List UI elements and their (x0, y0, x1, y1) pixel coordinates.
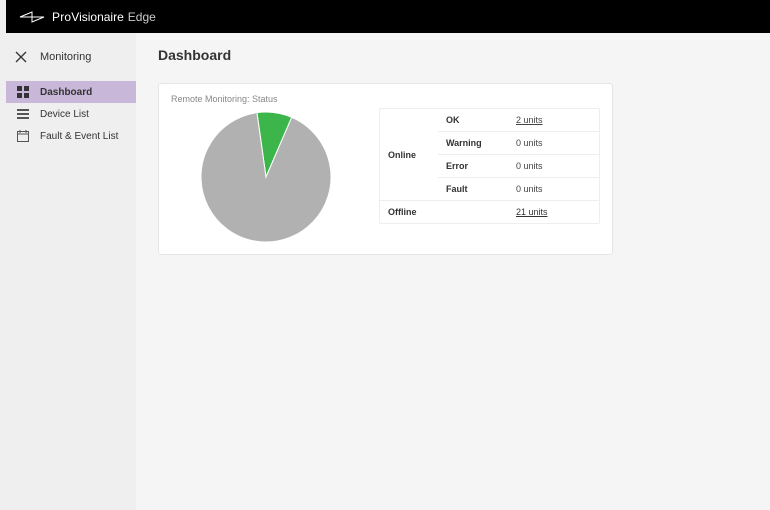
brand-logo-icon (18, 9, 46, 25)
page-title: Dashboard (136, 33, 770, 83)
brand-text-visionaire: Visionaire (71, 10, 123, 24)
calendar-icon (16, 130, 30, 142)
status-row-value: 0 units (516, 184, 591, 194)
status-pie-chart (171, 108, 361, 242)
sidebar-header: Monitoring (6, 33, 136, 81)
status-row-label: Warning (446, 138, 516, 148)
status-table: Online OK2 unitsWarning0 unitsError0 uni… (379, 108, 600, 224)
status-row-label: Fault (446, 184, 516, 194)
offline-label: Offline (388, 207, 446, 217)
list-icon (16, 108, 30, 120)
brand-text-pro: Pro (52, 10, 71, 24)
sidebar-item-label: Fault & Event List (40, 131, 118, 142)
status-row-value: 0 units (516, 138, 591, 148)
dashboard-icon (16, 86, 30, 98)
sidebar-item-device-list[interactable]: Device List (6, 103, 136, 125)
topbar: ProVisionaire Edge (6, 0, 770, 33)
card-title: Remote Monitoring: Status (171, 94, 600, 104)
offline-row: Offline 21 units (380, 201, 599, 223)
status-row-label: OK (446, 115, 516, 125)
main-content: Dashboard Remote Monitoring: Status Onli… (136, 33, 770, 510)
offline-value[interactable]: 21 units (516, 207, 591, 217)
sidebar-item-label: Device List (40, 109, 89, 120)
online-label: Online (380, 109, 438, 201)
sidebar-item-dashboard[interactable]: Dashboard (6, 81, 136, 103)
status-row: Warning0 units (438, 132, 599, 155)
status-row-value[interactable]: 2 units (516, 115, 591, 125)
status-card: Remote Monitoring: Status Online OK2 uni… (158, 83, 613, 255)
status-row: Fault0 units (438, 178, 599, 201)
close-icon[interactable] (14, 50, 28, 64)
status-row-label: Error (446, 161, 516, 171)
brand-text-edge: Edge (128, 10, 156, 24)
sidebar-item-fault-event-list[interactable]: Fault & Event List (6, 125, 136, 147)
status-row: Error0 units (438, 155, 599, 178)
sidebar-section-title: Monitoring (40, 51, 91, 63)
status-row-value: 0 units (516, 161, 591, 171)
sidebar: Dashboard Device List Fault & Event List (6, 81, 136, 510)
sidebar-item-label: Dashboard (40, 87, 92, 98)
status-row: OK2 units (438, 109, 599, 132)
